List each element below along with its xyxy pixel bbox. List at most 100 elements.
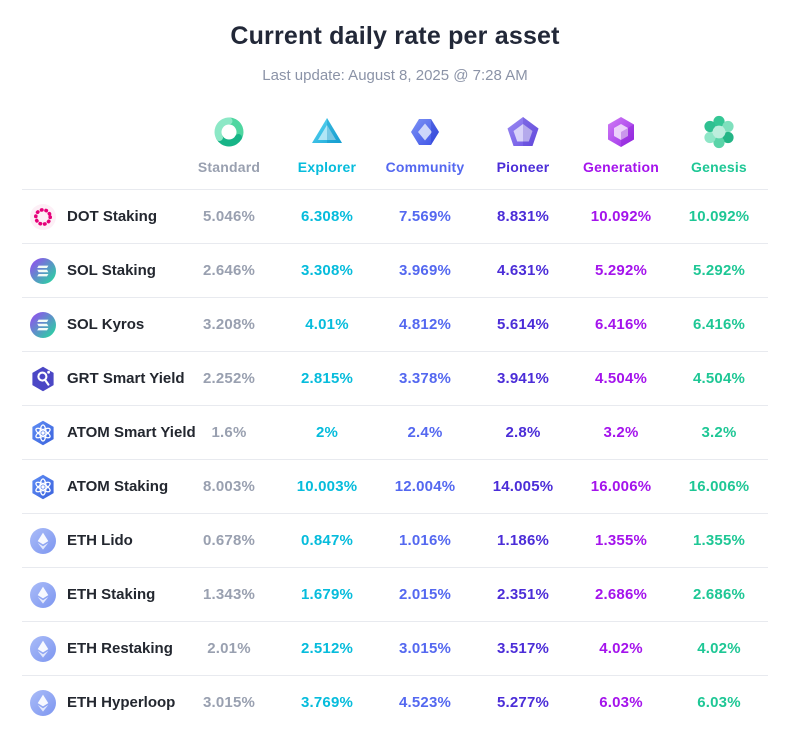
asset-name: DOT Staking <box>67 208 158 225</box>
asset-cell: ATOM Staking <box>22 474 180 500</box>
rate-value: 4.631% <box>496 262 550 279</box>
tier-column-standard: Standard <box>180 114 278 175</box>
tier-column-pioneer: Pioneer <box>474 114 572 175</box>
asset-cell: ETH Staking <box>22 581 180 608</box>
rate-value: 3.769% <box>300 694 354 711</box>
rate-value: 2.01% <box>207 640 251 657</box>
rate-value: 4.812% <box>398 316 452 333</box>
tier-label: Community <box>385 159 465 175</box>
asset-name: SOL Staking <box>67 262 156 279</box>
table-row: GRT Smart Yield 2.252% 2.815% 3.378% 3.941% 4… <box>22 351 768 405</box>
rate-value: 12.004% <box>394 478 456 495</box>
rate-value: 1.343% <box>202 586 256 603</box>
community-tier-icon <box>407 114 443 150</box>
generation-tier-icon <box>603 114 639 150</box>
asset-name: GRT Smart Yield <box>67 370 185 387</box>
rate-value: 2.686% <box>594 586 648 603</box>
tier-column-generation: Generation <box>572 114 670 175</box>
rate-value: 4.504% <box>594 370 648 387</box>
ethereum-icon <box>30 581 56 608</box>
table-row: ATOM Staking 8.003% 10.003% 12.004% 14.005% 1… <box>22 459 768 513</box>
rate-value: 16.006% <box>688 478 750 495</box>
rate-value: 3.2% <box>701 424 737 441</box>
rate-value: 3.969% <box>398 262 452 279</box>
asset-name: ETH Staking <box>67 586 156 603</box>
rate-value: 10.003% <box>296 478 358 495</box>
rate-value: 5.277% <box>496 694 550 711</box>
rate-value: 10.092% <box>590 208 652 225</box>
rate-value: 3.517% <box>496 640 550 657</box>
asset-name: ATOM Smart Yield <box>67 424 196 441</box>
asset-name: SOL Kyros <box>67 316 145 333</box>
rate-value: 14.005% <box>492 478 554 495</box>
asset-rows: DOT Staking 5.046% 6.308% 7.569% 8.831% 10.09… <box>22 189 768 729</box>
rate-value: 6.308% <box>300 208 354 225</box>
rate-value: 3.208% <box>202 316 256 333</box>
ethereum-icon <box>30 689 56 716</box>
rate-value: 6.03% <box>599 694 643 711</box>
rate-value: 16.006% <box>590 478 652 495</box>
cosmos-icon <box>30 474 56 500</box>
rate-value: 3.2% <box>603 424 639 441</box>
rate-value: 6.416% <box>594 316 648 333</box>
tier-column-genesis: Genesis <box>670 114 768 175</box>
rate-value: 7.569% <box>398 208 452 225</box>
rate-value: 1.186% <box>496 532 550 549</box>
table-row: ATOM Smart Yield 1.6% 2% 2.4% 2.8% 3.2% 3.2% <box>22 405 768 459</box>
tier-column-community: Community <box>376 114 474 175</box>
asset-name: ATOM Staking <box>67 478 169 495</box>
rate-value: 2.015% <box>398 586 452 603</box>
rate-value: 1.016% <box>398 532 452 549</box>
rate-value: 3.015% <box>202 694 256 711</box>
rate-value: 8.831% <box>496 208 550 225</box>
table-row: SOL Staking 2.646% 3.308% 3.969% 4.631% 5.292… <box>22 243 768 297</box>
rate-value: 1.355% <box>594 532 648 549</box>
table-row: DOT Staking 5.046% 6.308% 7.569% 8.831% 10.09… <box>22 189 768 243</box>
asset-cell: DOT Staking <box>22 203 180 230</box>
rate-value: 8.003% <box>202 478 256 495</box>
ethereum-icon <box>30 527 56 554</box>
table-row: ETH Hyperloop 3.015% 3.769% 4.523% 5.277% 6.0… <box>22 675 768 729</box>
rate-value: 2.686% <box>692 586 746 603</box>
rate-value: 0.678% <box>202 532 256 549</box>
table-row: ETH Staking 1.343% 1.679% 2.015% 2.351% 2.686… <box>22 567 768 621</box>
tier-label: Generation <box>583 159 659 175</box>
tier-column-explorer: Explorer <box>278 114 376 175</box>
tier-label: Explorer <box>297 159 357 175</box>
rate-value: 3.308% <box>300 262 354 279</box>
page-title: Current daily rate per asset <box>230 22 560 50</box>
daily-rate-table: Standard Explorer Community Pioneer Generati… <box>22 108 768 729</box>
asset-name: ETH Hyperloop <box>67 694 176 711</box>
polkadot-icon <box>30 203 56 230</box>
graph-icon <box>30 366 56 392</box>
rate-value: 4.523% <box>398 694 452 711</box>
rate-value: 5.292% <box>594 262 648 279</box>
rate-value: 4.02% <box>697 640 741 657</box>
rate-value: 1.6% <box>211 424 247 441</box>
rate-value: 2.512% <box>300 640 354 657</box>
asset-cell: SOL Kyros <box>22 311 180 338</box>
rate-value: 3.941% <box>496 370 550 387</box>
rate-value: 2.8% <box>505 424 541 441</box>
rate-value: 5.046% <box>202 208 256 225</box>
rate-value: 3.378% <box>398 370 452 387</box>
solana-icon <box>30 311 56 338</box>
rate-value: 4.01% <box>305 316 349 333</box>
tier-label: Pioneer <box>496 159 550 175</box>
asset-cell: SOL Staking <box>22 257 180 284</box>
table-row: ETH Restaking 2.01% 2.512% 3.015% 3.517% 4.02… <box>22 621 768 675</box>
pioneer-tier-icon <box>505 114 541 150</box>
rate-value: 2.646% <box>202 262 256 279</box>
rates-page: Current daily rate per asset Last update… <box>22 22 768 729</box>
cosmos-icon <box>30 420 56 446</box>
rate-value: 5.614% <box>496 316 550 333</box>
tier-label: Standard <box>197 159 261 175</box>
rate-value: 1.679% <box>300 586 354 603</box>
rate-value: 2.4% <box>407 424 443 441</box>
rate-value: 10.092% <box>688 208 750 225</box>
explorer-tier-icon <box>309 114 345 150</box>
rate-value: 5.292% <box>692 262 746 279</box>
genesis-tier-icon <box>701 114 737 150</box>
rate-value: 0.847% <box>300 532 354 549</box>
rate-value: 4.504% <box>692 370 746 387</box>
